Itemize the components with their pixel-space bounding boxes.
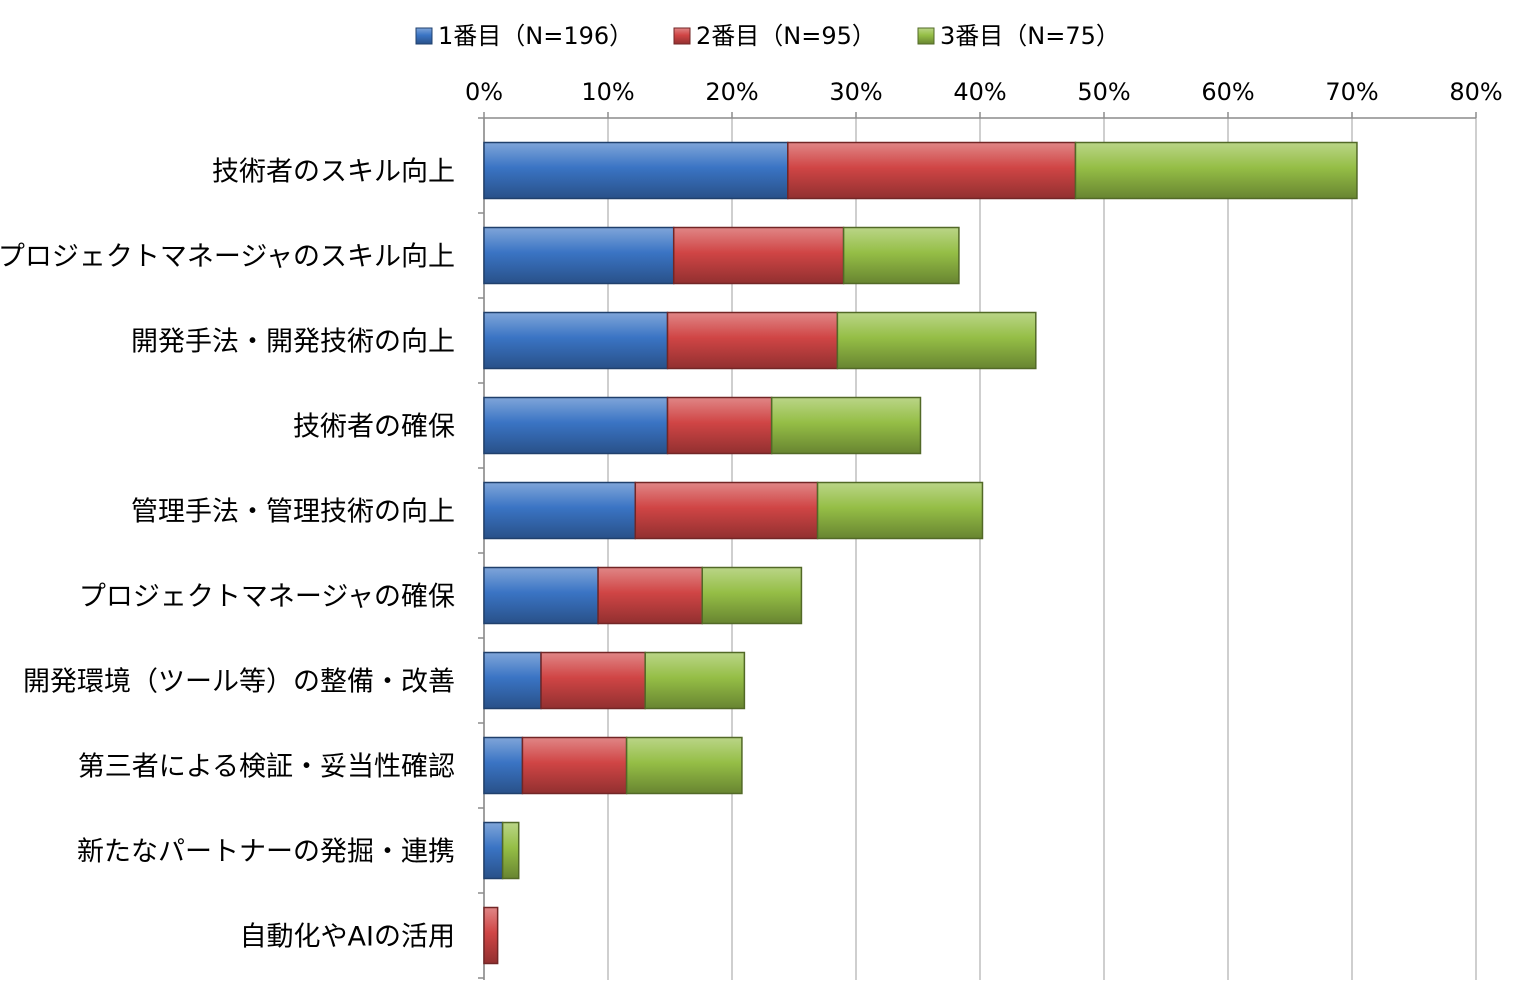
legend-label: 3番目（N=75）: [940, 22, 1120, 50]
legend-swatch: [917, 27, 935, 45]
category-label: 技術者のスキル向上: [212, 157, 455, 188]
bar-segment: [1074, 141, 1358, 200]
bar-segment: [483, 311, 669, 370]
category-label: 管理手法・管理技術の向上: [131, 497, 455, 528]
category-label: 開発環境（ツール等）の整備・改善: [23, 667, 455, 698]
bar-segment: [521, 736, 628, 795]
bar-segment: [483, 736, 524, 795]
category-label: 新たなパートナーの発掘・連携: [77, 837, 455, 868]
bar-segment: [666, 311, 839, 370]
legend-swatch: [673, 27, 691, 45]
bars: [483, 141, 1358, 965]
category-label: 第三者による検証・妥当性確認: [78, 752, 455, 783]
bar-segment: [634, 481, 819, 540]
x-tick-label: 20%: [705, 78, 758, 106]
bar-segment: [483, 226, 675, 285]
bar-segment: [787, 141, 1077, 200]
x-tick-label: 0%: [465, 78, 503, 106]
bar-segment: [483, 566, 599, 625]
category-labels: 技術者のスキル向上プロジェクトマネージャのスキル向上開発手法・開発技術の向上技術…: [0, 157, 455, 953]
bar-segment: [816, 481, 984, 540]
legend-label: 1番目（N=196）: [438, 22, 633, 50]
x-tick-label: 50%: [1077, 78, 1130, 106]
legend-label: 2番目（N=95）: [696, 22, 876, 50]
bar-segment: [842, 226, 960, 285]
x-tick-label: 10%: [581, 78, 634, 106]
x-tick-label: 70%: [1325, 78, 1378, 106]
bar-segment: [770, 396, 922, 455]
category-label: プロジェクトマネージャのスキル向上: [0, 242, 455, 273]
bar-segment: [597, 566, 703, 625]
x-axis-ticks: 0% 10% 20% 30% 40% 50% 60% 70% 80%: [465, 78, 1503, 119]
x-tick-label: 80%: [1449, 78, 1502, 106]
bar-segment: [501, 821, 520, 880]
bar-segment: [483, 141, 789, 200]
bar-segment: [483, 906, 499, 965]
bar-segment: [625, 736, 743, 795]
bar-segment: [644, 651, 746, 710]
bar-segment: [483, 821, 504, 880]
legend: 1番目（N=196） 2番目（N=95） 3番目（N=75）: [415, 22, 1120, 50]
category-label: 開発手法・開発技術の向上: [131, 327, 455, 358]
x-tick-label: 30%: [829, 78, 882, 106]
x-tick-label: 40%: [953, 78, 1006, 106]
category-label: プロジェクトマネージャの確保: [79, 582, 455, 613]
bar-segment: [483, 396, 669, 455]
bar-segment: [483, 481, 637, 540]
bar-segment: [666, 396, 773, 455]
x-tick-label: 60%: [1201, 78, 1254, 106]
bar-segment: [483, 651, 542, 710]
category-label: 技術者の確保: [293, 412, 455, 443]
bar-segment: [836, 311, 1037, 370]
bar-segment: [540, 651, 646, 710]
bar-segment: [672, 226, 845, 285]
bar-segment: [701, 566, 803, 625]
category-label: 自動化やAIの活用: [240, 922, 455, 953]
legend-swatch: [415, 27, 433, 45]
